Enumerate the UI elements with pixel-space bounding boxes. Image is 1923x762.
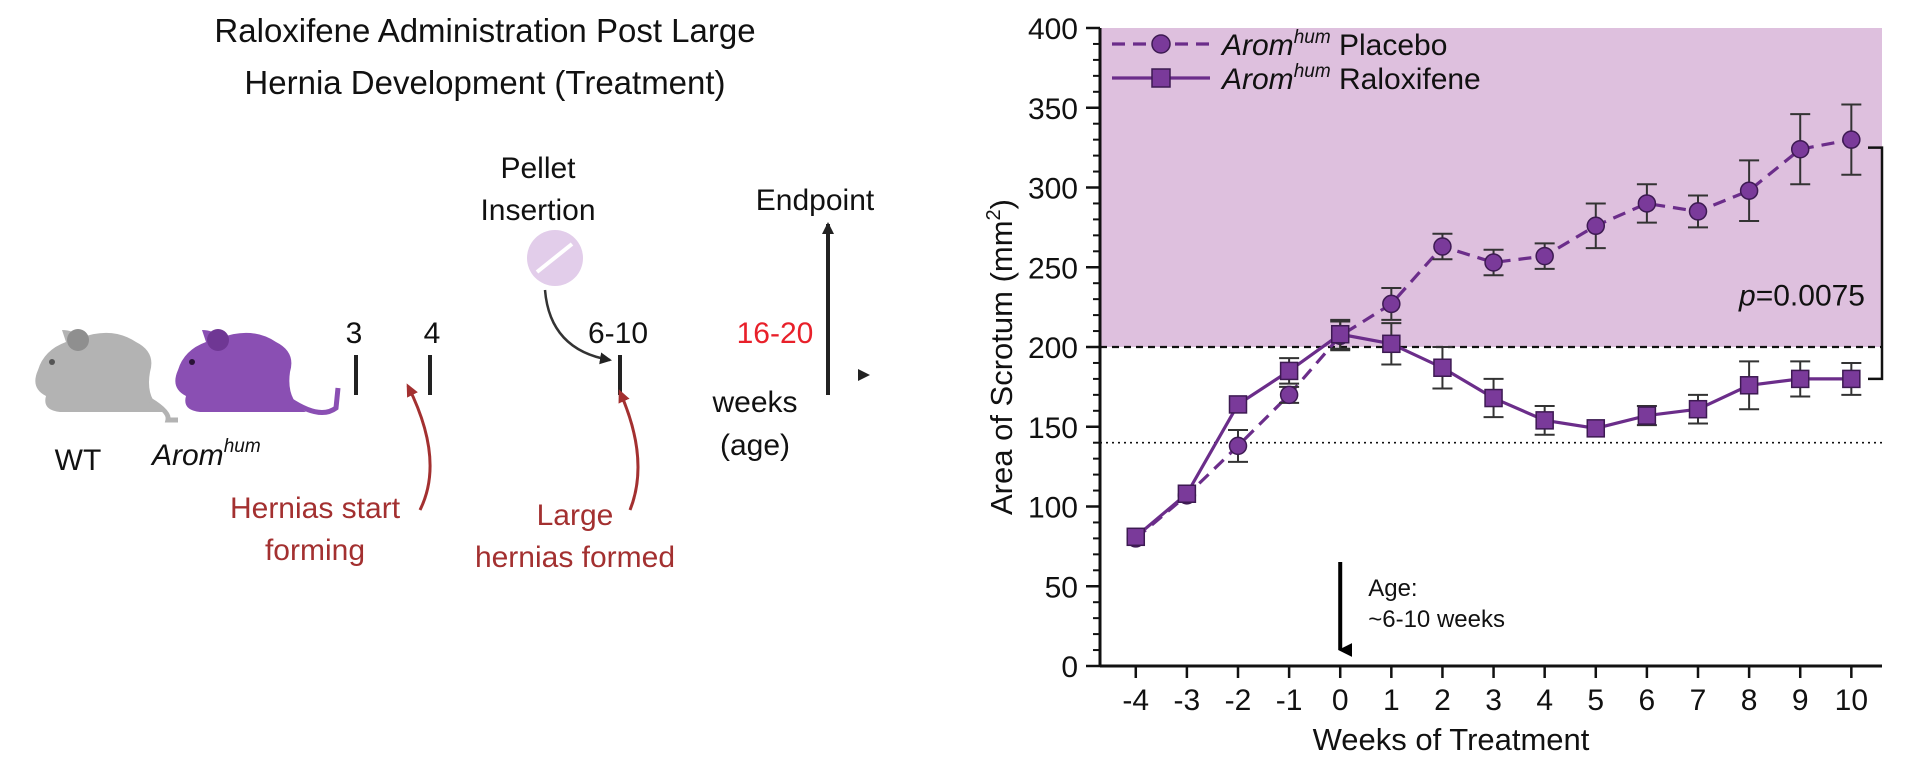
data-point-square <box>1177 484 1197 503</box>
legend-marker-square <box>1151 68 1171 88</box>
y-axis-label: Area of Scrotum (mm2) <box>983 199 1019 515</box>
data-point-circle <box>1842 130 1861 149</box>
data-point-square <box>1535 411 1554 430</box>
pellet-label-line2: Insertion <box>480 194 595 227</box>
data-point-square <box>1637 406 1657 425</box>
scrotum-area-chart: 0 50 100 150 200 250 300 350 400 -4 -3 -2 -1 0 1 2 3 4 5 6 7… <box>983 13 1884 757</box>
x-tick-label: 4 <box>1536 684 1553 717</box>
y-tick-label: 100 <box>1028 492 1078 525</box>
endpoint-label: Endpoint <box>756 184 875 217</box>
data-point-circle <box>1688 202 1708 221</box>
age-annotation-line2: ~6-10 weeks <box>1368 606 1505 633</box>
x-tick-label: -1 <box>1276 684 1303 717</box>
x-tick-label: 5 <box>1587 684 1604 717</box>
legend-label: Aromhum Placebo <box>1220 27 1447 62</box>
data-point-circle <box>1739 181 1759 200</box>
data-point-square <box>1382 334 1401 354</box>
x-tick-label: 7 <box>1690 684 1707 717</box>
significance-bracket <box>1868 146 1884 381</box>
y-tick-label: 350 <box>1028 93 1078 126</box>
data-point-square <box>1790 369 1810 389</box>
data-point-square <box>1842 369 1861 389</box>
data-point-circle <box>1433 237 1452 256</box>
x-tick-label: 0 <box>1332 684 1349 717</box>
pellet-arrow <box>543 289 612 365</box>
data-point-square <box>1228 395 1248 414</box>
axis-label-weeks: weeks <box>711 386 797 419</box>
data-point-square <box>1484 388 1503 408</box>
y-tick-label: 400 <box>1028 13 1078 46</box>
age-annotation-line1: Age: <box>1368 575 1417 602</box>
large-hernia-arrow <box>618 389 640 511</box>
annotation-large-hernias-line2: hernias formed <box>475 541 675 574</box>
annotation-large-hernias-line1: Large <box>537 499 614 532</box>
x-axis-label: Weeks of Treatment <box>1313 722 1590 757</box>
diagram-title-line1: Raloxifene Administration Post Large <box>214 12 755 49</box>
tick-label-6-10: 6-10 <box>588 317 648 350</box>
data-point-circle <box>1279 385 1299 405</box>
pellet-icon <box>527 230 583 286</box>
x-tick-label: 3 <box>1485 684 1502 717</box>
data-point-circle <box>1484 253 1503 272</box>
y-tick-label: 150 <box>1028 412 1078 445</box>
y-tick-label: 50 <box>1045 571 1078 604</box>
series-raloxifene <box>1126 318 1862 547</box>
x-tick-label: -4 <box>1122 684 1149 717</box>
data-point-circle <box>1382 294 1401 314</box>
y-tick-label: 300 <box>1028 173 1078 206</box>
legend-marker-circle <box>1151 34 1171 54</box>
x-tick-label: 2 <box>1434 684 1451 717</box>
data-point-square <box>1126 527 1146 547</box>
x-tick-label: 6 <box>1639 684 1656 717</box>
x-tick-label: -3 <box>1174 684 1201 717</box>
arom-mouse-icon <box>175 329 341 415</box>
axis-label-age: (age) <box>720 429 790 462</box>
wt-label: WT <box>55 444 102 477</box>
hernia-start-arrow <box>406 383 432 511</box>
wt-mouse-icon <box>35 329 178 423</box>
x-tick-label: 9 <box>1792 684 1809 717</box>
p-value-label: p=0.0075 <box>1738 280 1865 313</box>
data-point-circle <box>1228 436 1248 456</box>
data-point-square <box>1433 358 1452 377</box>
data-point-circle <box>1637 194 1657 213</box>
series-line <box>1134 332 1852 539</box>
diagram-title-line2: Hernia Development (Treatment) <box>244 64 725 101</box>
tick-label-4: 4 <box>424 317 441 350</box>
data-point-circle <box>1586 216 1606 236</box>
data-point-square <box>1688 399 1708 419</box>
data-point-square <box>1330 324 1350 344</box>
annotation-hernias-start-line1: Hernias start <box>230 492 401 525</box>
data-point-square <box>1586 419 1606 438</box>
x-tick-label: 10 <box>1835 684 1868 717</box>
tick-label-3: 3 <box>346 317 363 350</box>
pellet-label-line1: Pellet <box>500 152 576 185</box>
data-point-circle <box>1535 246 1554 266</box>
y-tick-label: 200 <box>1028 332 1078 365</box>
annotation-hernias-start-line2: forming <box>265 534 365 567</box>
data-point-circle <box>1790 139 1810 159</box>
y-tick-label: 0 <box>1061 651 1078 684</box>
data-point-square <box>1739 376 1759 395</box>
data-point-square <box>1279 361 1299 381</box>
x-tick-label: -2 <box>1225 684 1252 717</box>
arom-label: Aromhum <box>150 436 261 472</box>
x-tick-label: 8 <box>1741 684 1758 717</box>
y-tick-label: 250 <box>1028 252 1078 285</box>
legend-label: Aromhum Raloxifene <box>1220 61 1481 96</box>
x-tick-label: 1 <box>1383 684 1400 717</box>
tick-label-16-20: 16-20 <box>737 317 814 350</box>
timeline-diagram: Raloxifene Administration Post Large Her… <box>35 12 875 574</box>
